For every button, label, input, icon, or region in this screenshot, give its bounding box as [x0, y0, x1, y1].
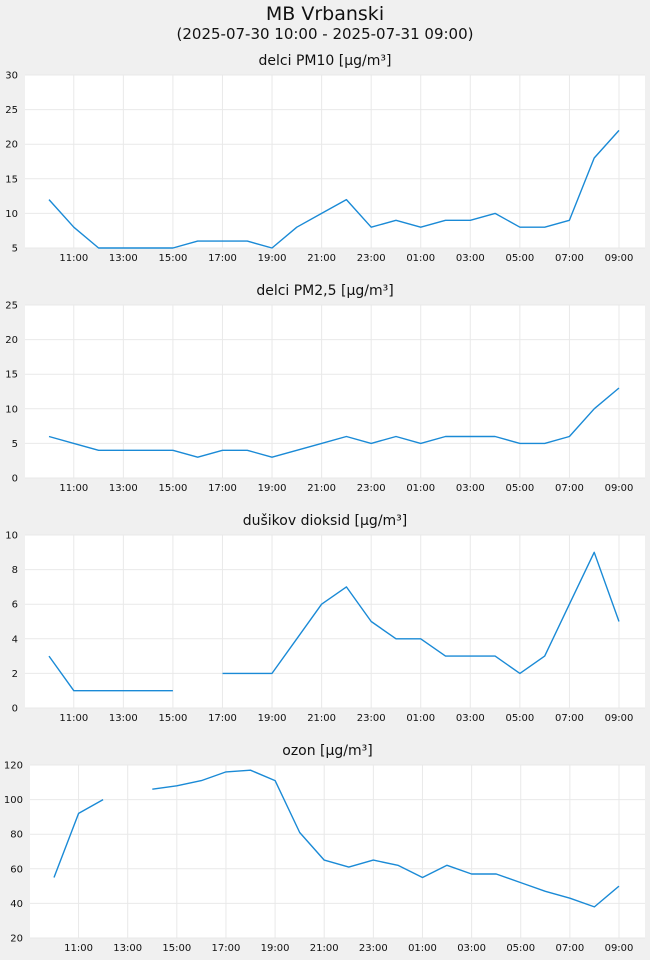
x-tick-label: 07:00 [555, 943, 584, 954]
x-tick-label: 05:00 [505, 483, 534, 494]
x-tick-label: 23:00 [357, 483, 386, 494]
x-tick-label: 03:00 [457, 943, 486, 954]
y-tick-label: 20 [5, 140, 18, 151]
x-tick-label: 11:00 [59, 713, 88, 724]
y-tick-label: 30 [5, 71, 18, 82]
x-tick-label: 09:00 [605, 943, 634, 954]
plot-area [25, 75, 645, 248]
chart-4: ozon [µg/m³] 20 40 60 80 100 120 11:00 13:00 15:0… [4, 743, 645, 954]
x-tick-label: 15:00 [162, 943, 191, 954]
x-tick-label: 13:00 [109, 253, 138, 264]
y-tick-label: 5 [12, 244, 18, 255]
x-tick-label: 23:00 [359, 943, 388, 954]
x-tick-label: 19:00 [258, 253, 287, 264]
chart-2: delci PM2,5 [µg/m³] 0 5 10 15 20 25 11:00 13:00 1… [5, 283, 645, 494]
x-tick-label: 19:00 [258, 713, 287, 724]
chart-1: delci PM10 [µg/m³] 5 10 15 20 25 30 11:00 13:00 1… [5, 53, 645, 264]
page-title: MB Vrbanski [265, 3, 385, 25]
x-tick-label: 01:00 [406, 713, 435, 724]
x-tick-label: 17:00 [208, 713, 237, 724]
x-tick-label: 03:00 [456, 713, 485, 724]
y-tick-label: 60 [10, 864, 23, 875]
y-tick-label: 15 [5, 174, 18, 185]
page-subtitle: (2025-07-30 10:00 - 2025-07-31 09:00) [176, 25, 474, 43]
y-tick-label: 10 [5, 209, 18, 220]
x-tick-label: 15:00 [158, 253, 187, 264]
y-tick-label: 20 [5, 335, 18, 346]
x-tick-label: 09:00 [605, 483, 634, 494]
y-tick-label: 4 [12, 634, 18, 645]
x-tick-label: 17:00 [208, 253, 237, 264]
y-tick-label: 120 [4, 761, 23, 772]
x-tick-label: 05:00 [505, 253, 534, 264]
y-tick-label: 8 [12, 565, 18, 576]
y-tick-label: 5 [12, 439, 18, 450]
y-tick-label: 10 [5, 531, 18, 542]
x-tick-label: 11:00 [64, 943, 93, 954]
x-tick-label: 01:00 [406, 253, 435, 264]
series-line [152, 769, 620, 908]
chart-title: delci PM10 [µg/m³] [259, 53, 392, 69]
x-tick-label: 23:00 [357, 253, 386, 264]
x-tick-label: 05:00 [506, 943, 535, 954]
x-tick-label: 13:00 [113, 943, 142, 954]
x-tick-label: 15:00 [158, 713, 187, 724]
y-tick-label: 80 [10, 830, 23, 841]
chart-title: delci PM2,5 [µg/m³] [256, 283, 393, 299]
x-tick-label: 03:00 [456, 253, 485, 264]
chart-title: ozon [µg/m³] [282, 743, 373, 759]
series-line [48, 655, 173, 692]
x-tick-label: 21:00 [310, 943, 339, 954]
x-tick-label: 23:00 [357, 713, 386, 724]
x-tick-label: 11:00 [59, 253, 88, 264]
series-line [48, 387, 620, 458]
x-tick-label: 05:00 [505, 713, 534, 724]
y-tick-label: 25 [5, 105, 18, 116]
x-tick-label: 07:00 [555, 253, 584, 264]
y-tick-label: 0 [12, 474, 18, 485]
x-tick-label: 01:00 [406, 483, 435, 494]
x-tick-label: 01:00 [408, 943, 437, 954]
y-tick-label: 25 [5, 301, 18, 312]
y-tick-label: 2 [12, 669, 18, 680]
x-tick-label: 21:00 [307, 713, 336, 724]
y-tick-label: 0 [12, 704, 18, 715]
x-tick-label: 13:00 [109, 713, 138, 724]
x-tick-label: 19:00 [261, 943, 290, 954]
x-tick-label: 15:00 [158, 483, 187, 494]
plot-area [25, 305, 645, 478]
x-tick-label: 09:00 [605, 713, 634, 724]
plot-area [30, 765, 645, 938]
y-tick-label: 15 [5, 370, 18, 381]
series-line [48, 129, 620, 249]
x-tick-label: 07:00 [555, 483, 584, 494]
x-tick-label: 19:00 [258, 483, 287, 494]
x-tick-label: 11:00 [59, 483, 88, 494]
chart-3: dušikov dioksid [µg/m³] 0 2 4 6 8 10 11:00 13:00… [5, 513, 645, 724]
y-tick-label: 6 [12, 600, 18, 611]
plot-area [25, 535, 645, 708]
y-tick-label: 40 [10, 899, 23, 910]
chart-title: dušikov dioksid [µg/m³] [243, 513, 408, 529]
x-tick-label: 07:00 [555, 713, 584, 724]
x-tick-label: 17:00 [208, 483, 237, 494]
x-tick-label: 09:00 [605, 253, 634, 264]
x-tick-label: 03:00 [456, 483, 485, 494]
y-tick-label: 10 [5, 404, 18, 415]
y-tick-label: 100 [4, 795, 23, 806]
x-tick-label: 21:00 [307, 253, 336, 264]
x-tick-label: 13:00 [109, 483, 138, 494]
x-tick-label: 21:00 [307, 483, 336, 494]
y-tick-label: 20 [10, 934, 23, 945]
series-line [222, 551, 620, 675]
series-line [53, 798, 104, 878]
x-tick-label: 17:00 [212, 943, 241, 954]
